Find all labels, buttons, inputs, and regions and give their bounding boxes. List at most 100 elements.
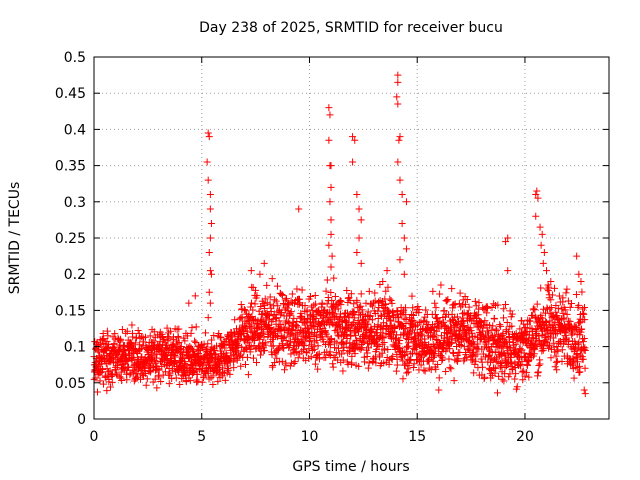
data-point bbox=[273, 333, 281, 341]
data-point bbox=[321, 327, 329, 335]
data-point bbox=[269, 342, 277, 350]
data-point bbox=[459, 314, 467, 322]
data-point bbox=[233, 354, 241, 362]
data-point bbox=[261, 295, 269, 303]
data-point bbox=[221, 344, 229, 352]
data-point bbox=[241, 307, 249, 315]
data-point bbox=[332, 349, 340, 357]
data-point bbox=[349, 133, 357, 141]
data-point bbox=[343, 309, 351, 317]
data-point bbox=[237, 362, 245, 370]
data-point bbox=[491, 369, 499, 377]
data-point bbox=[215, 370, 223, 378]
data-point bbox=[247, 321, 255, 329]
data-point bbox=[450, 349, 458, 357]
data-point bbox=[371, 289, 379, 297]
data-point bbox=[547, 354, 555, 362]
data-point bbox=[580, 334, 588, 342]
data-point bbox=[263, 281, 271, 289]
data-point bbox=[208, 336, 216, 344]
data-point bbox=[204, 340, 212, 348]
data-point bbox=[402, 315, 410, 323]
data-point bbox=[330, 344, 338, 352]
data-point bbox=[438, 357, 446, 365]
data-point bbox=[206, 205, 214, 213]
data-point bbox=[575, 301, 583, 309]
data-point bbox=[379, 333, 387, 341]
data-point bbox=[353, 248, 361, 256]
data-point bbox=[572, 290, 580, 298]
data-point bbox=[327, 162, 335, 170]
data-point bbox=[290, 314, 298, 322]
data-point bbox=[512, 370, 520, 378]
data-point bbox=[575, 368, 583, 376]
data-point bbox=[395, 136, 403, 144]
data-point bbox=[301, 301, 309, 309]
data-point bbox=[520, 335, 528, 343]
data-point bbox=[432, 304, 440, 312]
data-point bbox=[190, 368, 198, 376]
data-point bbox=[342, 330, 350, 338]
data-point bbox=[312, 300, 320, 308]
data-point bbox=[334, 305, 342, 313]
data-point bbox=[311, 292, 319, 300]
data-point bbox=[536, 340, 544, 348]
data-point bbox=[383, 267, 391, 275]
data-point bbox=[532, 191, 540, 199]
data-point bbox=[258, 311, 266, 319]
data-point bbox=[140, 338, 148, 346]
data-point bbox=[357, 290, 365, 298]
data-point bbox=[278, 291, 286, 299]
data-point bbox=[136, 345, 144, 353]
data-point bbox=[410, 317, 418, 325]
data-point bbox=[157, 378, 165, 386]
data-point bbox=[191, 292, 199, 300]
data-point bbox=[554, 304, 562, 312]
data-point bbox=[350, 300, 358, 308]
data-point bbox=[402, 245, 410, 253]
data-point bbox=[408, 292, 416, 300]
data-point bbox=[417, 361, 425, 369]
data-point bbox=[256, 270, 264, 278]
data-point bbox=[355, 234, 363, 242]
data-point bbox=[493, 389, 501, 397]
data-point bbox=[513, 383, 521, 391]
data-point bbox=[205, 133, 213, 141]
data-point bbox=[494, 301, 502, 309]
data-point bbox=[575, 319, 583, 327]
data-point bbox=[508, 322, 516, 330]
data-point bbox=[456, 349, 464, 357]
chart-title: Day 238 of 2025, SRMTID for receiver buc… bbox=[199, 20, 503, 36]
data-point bbox=[432, 336, 440, 344]
data-point bbox=[287, 308, 295, 316]
data-point bbox=[150, 328, 158, 336]
data-point bbox=[204, 314, 212, 322]
data-point bbox=[301, 341, 309, 349]
data-point bbox=[420, 366, 428, 374]
data-point bbox=[99, 329, 107, 337]
data-point bbox=[211, 350, 219, 358]
data-point bbox=[563, 285, 571, 293]
data-point bbox=[502, 300, 510, 308]
data-point bbox=[274, 302, 282, 310]
data-point bbox=[498, 358, 506, 366]
data-point bbox=[402, 198, 410, 206]
data-point bbox=[165, 380, 173, 388]
data-point bbox=[118, 377, 126, 385]
y-tick-label: 0.45 bbox=[55, 86, 86, 102]
data-point bbox=[339, 367, 347, 375]
data-point bbox=[241, 360, 249, 368]
data-point bbox=[384, 283, 392, 291]
data-point bbox=[351, 136, 359, 144]
data-point bbox=[353, 298, 361, 306]
data-point bbox=[488, 349, 496, 357]
data-point bbox=[271, 350, 279, 358]
data-point bbox=[327, 263, 335, 271]
data-point bbox=[552, 352, 560, 360]
y-tick-label: 0.5 bbox=[64, 50, 86, 66]
data-point bbox=[293, 285, 301, 293]
data-point bbox=[192, 365, 200, 373]
data-point bbox=[92, 374, 100, 382]
data-point bbox=[353, 337, 361, 345]
data-point bbox=[252, 358, 260, 366]
